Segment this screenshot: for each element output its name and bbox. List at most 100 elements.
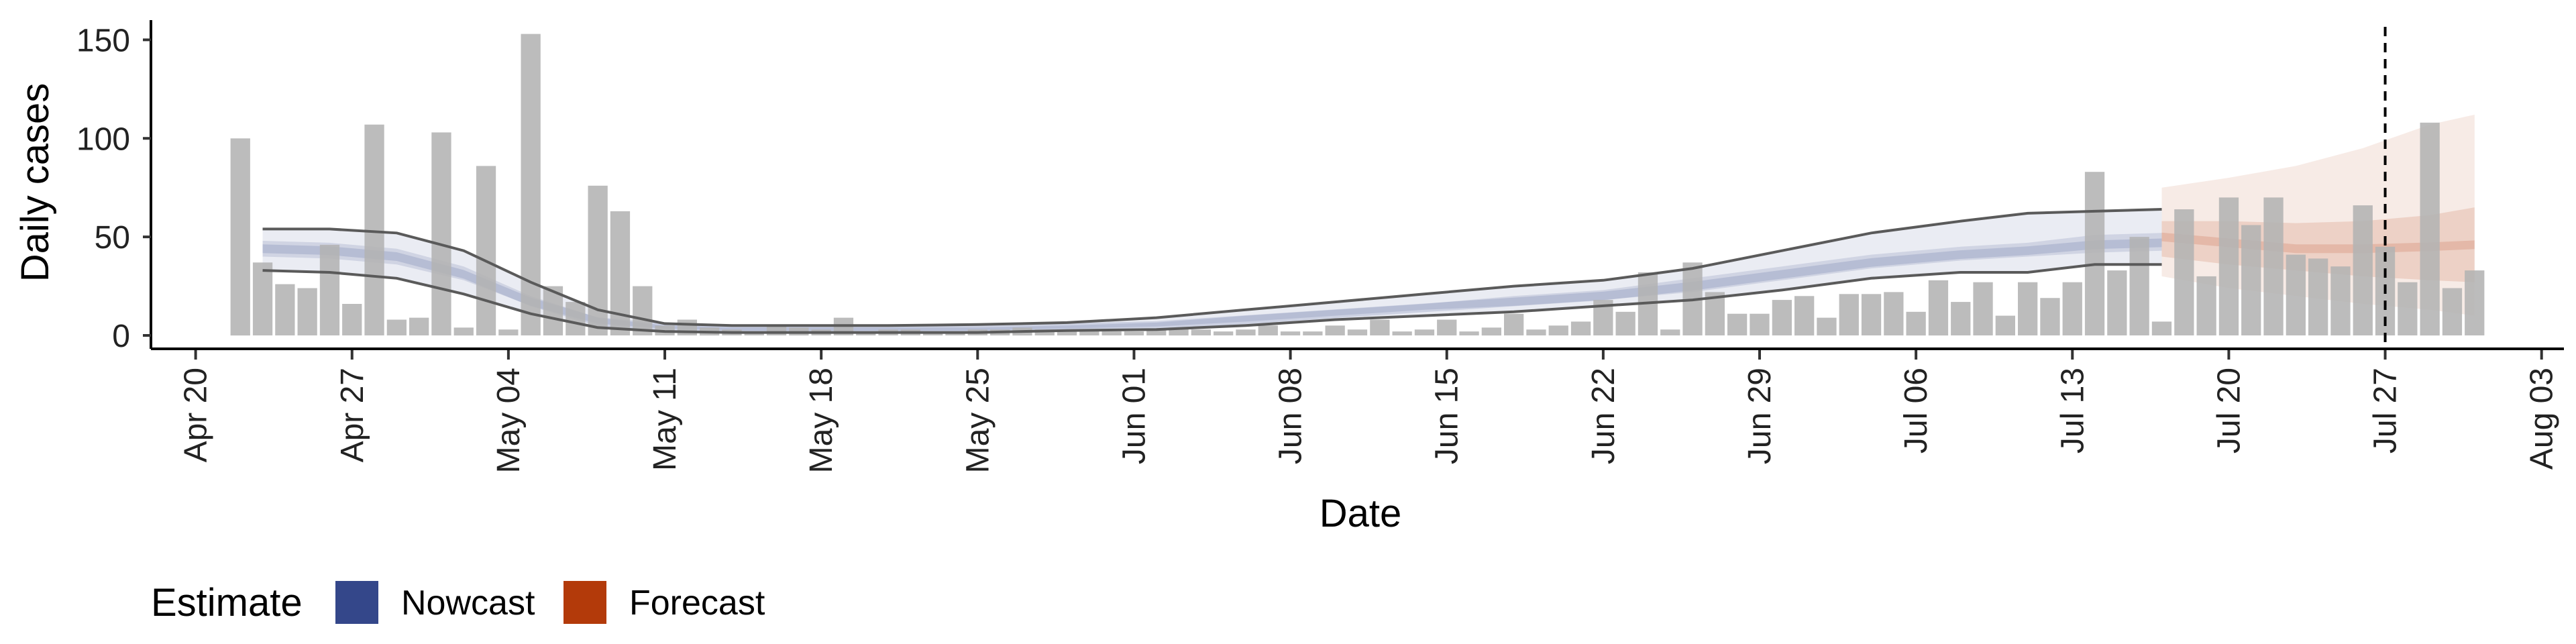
case-bar (1437, 319, 1457, 335)
case-bar (1392, 331, 1412, 335)
x-axis-title: Date (1320, 492, 1402, 535)
nowcast-outer-high-line (262, 208, 2162, 327)
case-bar (2398, 282, 2418, 335)
case-bar (1079, 329, 1099, 335)
case-bar (2420, 122, 2440, 336)
case-bar (1772, 300, 1792, 335)
nowcast-outer-low-line (262, 263, 2162, 334)
case-bar (1727, 313, 1748, 335)
case-bar (1034, 329, 1055, 335)
case-bar (476, 166, 496, 335)
x-axis-ticks: Apr 20 Apr 27 May 04 May 11 May 18 May 25 Jun … (178, 350, 2560, 473)
forecast-median-band (2161, 232, 2475, 254)
case-bar (2442, 288, 2463, 335)
x-tick-label: Jul 20 (2211, 368, 2247, 453)
x-tick-label: Jul 27 (2368, 368, 2404, 453)
x-tick-label: May 04 (491, 368, 527, 473)
x-tick-label: Jul 06 (1898, 368, 1934, 453)
legend-key-forecast (564, 581, 606, 624)
case-bar (1214, 331, 1234, 335)
case-bar (566, 302, 586, 335)
case-bar (1839, 294, 1859, 335)
y-tick-label: 50 (95, 220, 130, 256)
case-bar (521, 34, 541, 335)
case-bar (2241, 225, 2261, 335)
case-bar (1146, 329, 1167, 335)
case-bar (1102, 331, 1122, 335)
case-bar (275, 284, 295, 335)
case-bar (1951, 302, 1971, 335)
case-bar (1347, 329, 1368, 335)
x-tick-label: May 18 (804, 368, 839, 473)
case-bar (1169, 327, 1189, 336)
case-bar (1303, 331, 1323, 335)
case-bar (588, 185, 608, 336)
case-bar (1504, 313, 1524, 335)
x-tick-label: Jul 13 (2055, 368, 2090, 453)
x-tick-label: Jun 22 (1586, 368, 1621, 464)
case-bar (1973, 282, 1993, 335)
y-axis-title: Daily cases (13, 83, 57, 282)
x-tick-label: Jun 15 (1430, 368, 1465, 464)
case-bar (2062, 282, 2082, 335)
case-bar (1884, 292, 1904, 335)
y-tick-label: 100 (76, 121, 130, 157)
x-tick-label: Apr 27 (335, 368, 370, 462)
case-bar (2218, 197, 2239, 335)
case-bar (1928, 280, 1949, 336)
case-bar (319, 244, 340, 335)
case-bar (2174, 209, 2194, 335)
estimate-bands (262, 115, 2475, 334)
case-bar (1995, 315, 2015, 335)
nowcast-outlines (262, 208, 2162, 334)
case-bar (2286, 254, 2306, 335)
y-axis-ticks: 0 50 100 150 (76, 23, 151, 354)
case-bar (1750, 313, 1770, 335)
x-tick-label: Jun 29 (1742, 368, 1778, 464)
case-bar (1459, 331, 1479, 335)
case-bar (1325, 325, 1345, 335)
case-bar (498, 329, 519, 335)
case-bar (633, 286, 653, 335)
legend-key-nowcast (335, 581, 378, 624)
case-bar (1615, 311, 1635, 336)
legend-label-forecast: Forecast (629, 584, 765, 623)
case-bar (2353, 205, 2373, 335)
case-bar (1057, 331, 1077, 335)
x-tick-label: May 25 (960, 368, 996, 473)
case-bar (1236, 329, 1256, 335)
case-bar (2129, 237, 2149, 335)
case-bar (1280, 331, 1301, 335)
case-bar (297, 288, 317, 335)
case-bar (1481, 327, 1501, 336)
case-bar (386, 319, 407, 335)
case-bar (2040, 298, 2060, 335)
case-bar (431, 132, 451, 335)
legend: Estimate Nowcast Forecast (151, 581, 765, 625)
case-bar (2330, 266, 2351, 335)
case-bar (1817, 317, 1837, 335)
y-tick-label: 0 (112, 319, 130, 354)
case-bar (2018, 282, 2038, 335)
case-bar (453, 327, 474, 336)
x-tick-label: Aug 03 (2524, 368, 2560, 470)
forecast-outer-band (2161, 115, 2475, 316)
nowcast-outer-band (262, 209, 2162, 333)
case-bar (1526, 329, 1546, 335)
case-bar (342, 304, 362, 335)
case-bar (409, 317, 429, 335)
case-bar (230, 138, 250, 336)
case-bar (1794, 296, 1815, 336)
case-bar (1906, 311, 1926, 336)
case-bar (252, 262, 273, 335)
case-bar (1124, 331, 1144, 335)
case-bar (766, 325, 787, 335)
case-bar (1370, 319, 1390, 335)
y-tick-label: 150 (76, 23, 130, 58)
case-bar (1861, 294, 1882, 335)
daily-cases-bars (230, 34, 2485, 336)
case-bar (1258, 325, 1278, 335)
case-bar (2107, 270, 2127, 335)
x-tick-label: Jun 08 (1273, 368, 1309, 464)
